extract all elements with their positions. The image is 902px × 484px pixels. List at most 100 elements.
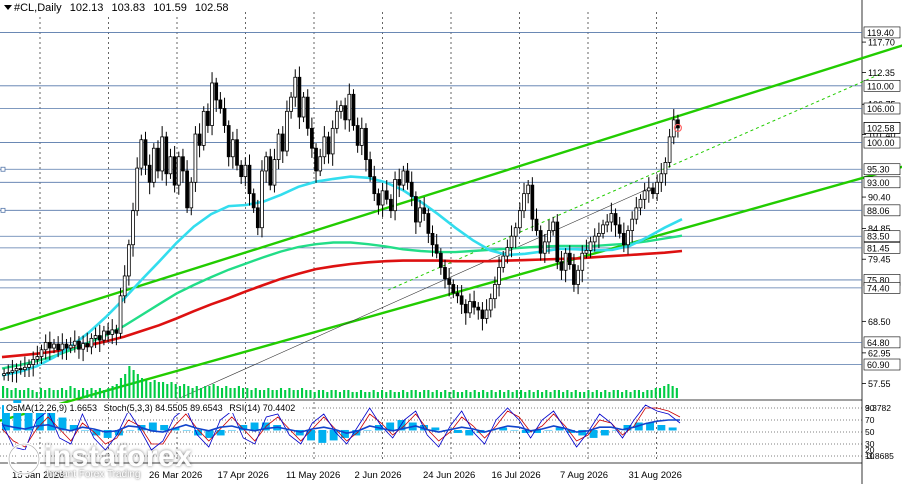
volume-bar bbox=[536, 390, 539, 398]
candle bbox=[430, 225, 435, 257]
candle bbox=[230, 131, 235, 169]
osma-bar bbox=[465, 429, 474, 436]
candle bbox=[621, 222, 626, 253]
osma-bar bbox=[363, 429, 372, 431]
volume-bar bbox=[140, 378, 144, 398]
osma-bar bbox=[646, 422, 655, 431]
candle bbox=[526, 180, 531, 204]
volume-bar bbox=[503, 392, 506, 398]
candle bbox=[576, 265, 580, 295]
candle bbox=[172, 145, 177, 193]
volume-bar bbox=[490, 390, 493, 398]
time-tick-label: 2 Jun 2026 bbox=[355, 470, 402, 481]
osc-tick-label: 3.3782 bbox=[865, 403, 891, 413]
volume-bar bbox=[574, 390, 577, 398]
volume-bar bbox=[250, 390, 253, 398]
candle bbox=[39, 344, 44, 364]
volume-bar bbox=[208, 386, 211, 398]
osma-bar bbox=[92, 429, 101, 436]
volume-bar bbox=[296, 390, 299, 398]
candle bbox=[197, 123, 202, 158]
volume-bar bbox=[616, 390, 619, 398]
candle bbox=[563, 248, 568, 283]
candle bbox=[318, 148, 323, 177]
candle bbox=[251, 188, 256, 213]
volume-bar bbox=[195, 386, 198, 398]
volume-bar bbox=[646, 390, 649, 398]
osma-bar bbox=[182, 429, 191, 431]
osma-bar bbox=[623, 425, 632, 431]
level-label-text: 74.40 bbox=[867, 283, 890, 293]
osma-bar bbox=[103, 429, 112, 438]
volume-bar bbox=[562, 392, 565, 398]
volume-bar bbox=[35, 392, 38, 398]
candle bbox=[289, 92, 293, 119]
level-label-text: 81.45 bbox=[867, 243, 890, 253]
candle bbox=[443, 259, 447, 289]
last-price-text: 102.58 bbox=[867, 123, 895, 133]
volume-bar bbox=[389, 390, 392, 398]
volume-bar bbox=[187, 386, 190, 398]
volume-bar bbox=[629, 392, 632, 398]
volume-bar bbox=[566, 390, 569, 398]
volume-bar bbox=[132, 370, 135, 398]
volume-bar bbox=[233, 388, 236, 398]
time-tick-label: 26 Mar 2026 bbox=[149, 470, 202, 481]
volume-bar bbox=[359, 390, 363, 398]
osma-bar bbox=[341, 429, 349, 438]
volume-bar bbox=[591, 392, 594, 398]
volume-bar bbox=[31, 390, 34, 398]
candle bbox=[10, 359, 15, 383]
volume-bar bbox=[77, 390, 80, 398]
osma-bar bbox=[126, 429, 135, 431]
volume-bar bbox=[170, 382, 173, 398]
volume-bar bbox=[128, 366, 131, 398]
candle bbox=[135, 157, 140, 216]
candle bbox=[359, 117, 364, 156]
candle bbox=[47, 331, 52, 360]
candle bbox=[617, 216, 622, 239]
instaforex-logo-icon bbox=[7, 442, 41, 476]
osc-tick-label: -3.8685 bbox=[865, 451, 894, 461]
volume-bar bbox=[456, 392, 459, 398]
candle bbox=[339, 100, 343, 119]
candle bbox=[210, 72, 214, 136]
candle bbox=[110, 319, 115, 345]
candle bbox=[272, 148, 277, 193]
channel-lower bbox=[0, 165, 902, 422]
volume-bar bbox=[103, 390, 106, 398]
volume-bar bbox=[111, 386, 114, 398]
osma-bar bbox=[533, 429, 542, 433]
level-marker bbox=[0, 207, 6, 213]
candle bbox=[638, 194, 643, 216]
candle bbox=[384, 180, 389, 205]
volume-bar bbox=[86, 390, 89, 398]
candle bbox=[326, 131, 331, 164]
volume-bar bbox=[338, 392, 341, 398]
candle bbox=[559, 250, 564, 280]
candle bbox=[422, 197, 427, 221]
volume-bar bbox=[242, 388, 245, 398]
volume-bar bbox=[136, 374, 139, 398]
candle bbox=[68, 337, 73, 354]
candle bbox=[497, 256, 501, 297]
candle bbox=[164, 131, 169, 186]
osma-bar bbox=[431, 427, 440, 431]
price-tick-label: 57.55 bbox=[868, 379, 891, 389]
volume-bar bbox=[115, 384, 118, 398]
candle bbox=[584, 239, 589, 259]
level-label: 83.50 bbox=[863, 230, 901, 243]
candle bbox=[247, 154, 252, 206]
price-tick-label: 79.45 bbox=[868, 255, 891, 265]
candle bbox=[630, 211, 635, 243]
candle bbox=[588, 236, 593, 258]
volume-bar bbox=[10, 390, 13, 398]
candle bbox=[409, 171, 414, 207]
candle bbox=[35, 345, 40, 365]
candle bbox=[185, 160, 189, 213]
volume-bar bbox=[418, 392, 422, 398]
level-label: 64.80 bbox=[863, 336, 901, 349]
volume-bar bbox=[145, 380, 148, 398]
symbol-menu-icon[interactable] bbox=[4, 5, 12, 10]
candle bbox=[193, 126, 198, 192]
